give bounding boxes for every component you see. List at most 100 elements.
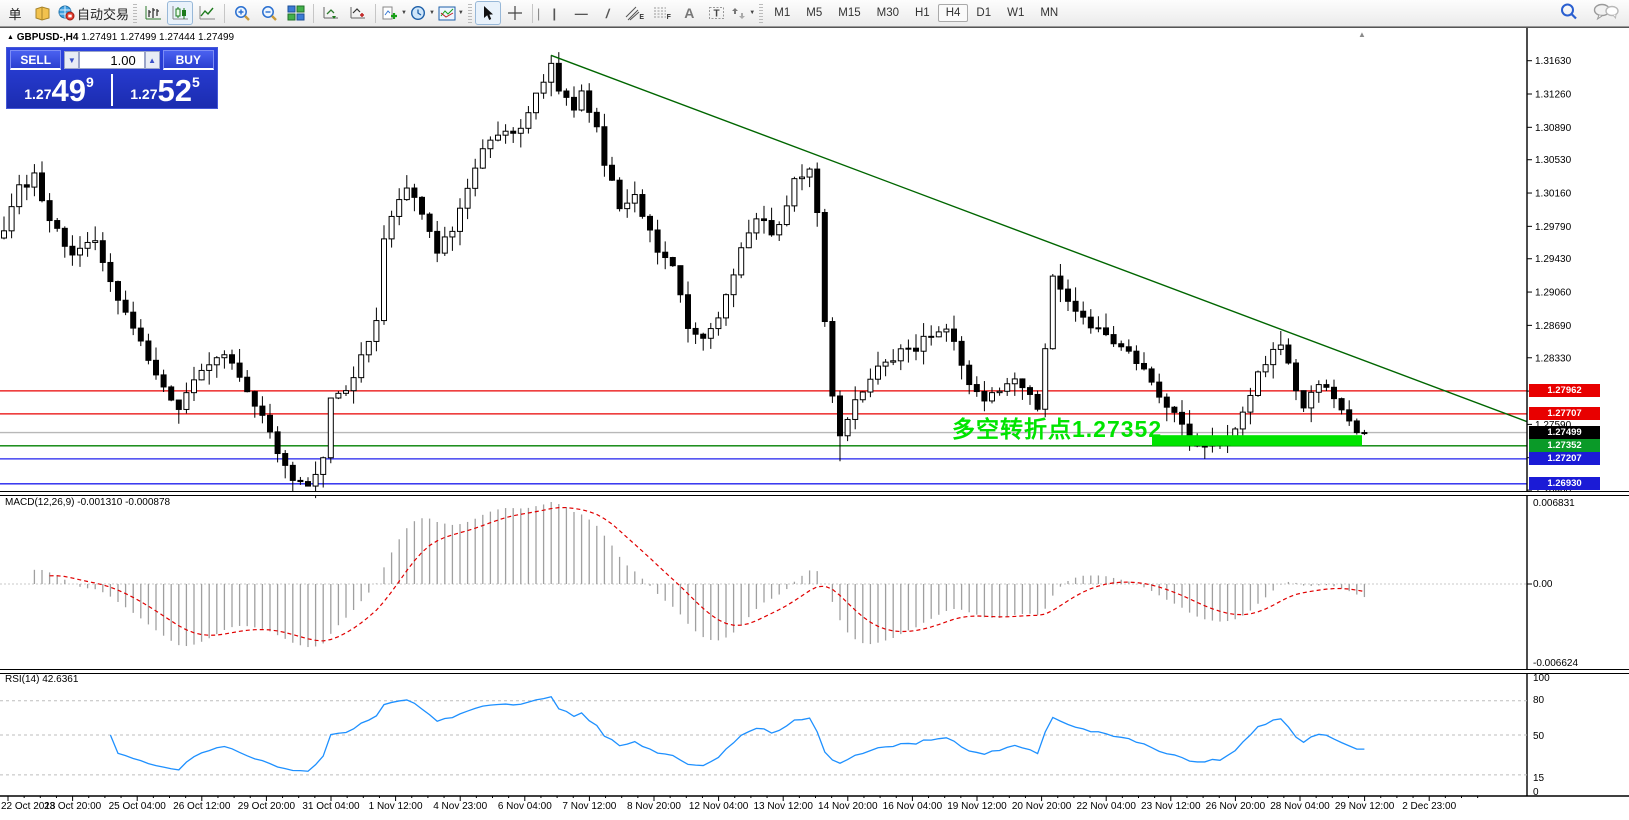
line-chart-button[interactable] <box>194 1 220 25</box>
autotrading-icon <box>58 5 75 21</box>
timeframe-m5[interactable]: M5 <box>806 7 823 19</box>
time-axis-label: 26 Nov 20:00 <box>1206 801 1266 812</box>
zoom-out-button[interactable] <box>256 1 282 25</box>
book-icon <box>35 5 49 21</box>
crosshair-icon <box>507 6 522 20</box>
symbol-header[interactable]: ▲ GBPUSD-,H4 1.27491 1.27499 1.27444 1.2… <box>7 32 234 43</box>
collapse-arrow-icon[interactable]: ▲ <box>7 34 14 41</box>
price-axis-label: 1.30890 <box>1535 123 1572 134</box>
descending-trendline[interactable] <box>550 54 1528 423</box>
timeframe-w1[interactable]: W1 <box>1007 7 1025 19</box>
zoom-in-icon <box>234 5 250 21</box>
chart-canvas[interactable]: 1.31630 1.31260 1.30890 1.30530 1.30160 1.297… <box>0 28 1629 820</box>
text-icon: A <box>684 5 695 21</box>
periods-dropdown-icon[interactable]: ▼ <box>428 10 435 16</box>
panel-separator-rsi[interactable] <box>0 669 1629 674</box>
zoom-in-button[interactable] <box>229 1 255 25</box>
rsi-indicator-label: RSI(14) 42.6361 <box>5 674 79 685</box>
toolbar-grip[interactable] <box>133 3 138 23</box>
fibonacci-letter: F <box>666 13 671 21</box>
horizontal-line-tool-button[interactable]: — <box>568 1 594 25</box>
timeframe-h4[interactable]: H4 <box>937 4 969 22</box>
sell-button[interactable]: SELL <box>10 50 62 70</box>
time-axis-label: 23 Nov 12:00 <box>1141 801 1201 812</box>
arrows-dropdown-icon[interactable]: ▼ <box>749 10 756 16</box>
timeframe-m15[interactable]: M15 <box>838 7 861 19</box>
volume-input[interactable]: 1.00 <box>79 51 145 69</box>
templates-dropdown-icon[interactable]: ▼ <box>457 10 464 16</box>
price-badge-1.27707: 1.27707 <box>1529 407 1600 421</box>
macd-histogram <box>33 502 1366 648</box>
timeframe-d1[interactable]: D1 <box>976 7 992 19</box>
auto-scroll-icon <box>323 7 339 19</box>
indicators-dropdown-icon[interactable]: ▼ <box>401 10 407 16</box>
tile-windows-button[interactable] <box>283 1 309 25</box>
arrows-icon <box>732 7 746 19</box>
panel-separator-macd[interactable] <box>0 491 1629 496</box>
divider-glyph: | <box>536 5 541 21</box>
time-axis-label: 6 Nov 04:00 <box>498 801 552 812</box>
macd-signal-line <box>49 506 1365 642</box>
indicators-button[interactable]: ▼ <box>380 1 408 25</box>
time-axis-label: 8 Nov 20:00 <box>627 801 681 812</box>
journal-icon[interactable] <box>29 1 55 25</box>
buy-price-sup: 5 <box>191 74 200 90</box>
vertical-line-tool-button[interactable]: | <box>541 1 567 25</box>
price-badge-1.27207: 1.27207 <box>1529 452 1600 466</box>
crosshair-tool-button[interactable] <box>502 1 528 25</box>
rsi-axis-label: 15 <box>1533 773 1545 784</box>
time-axis-label: 4 Nov 23:00 <box>433 801 487 812</box>
channel-tool-button[interactable]: E <box>622 1 648 25</box>
sell-price[interactable]: 1.27 49 9 <box>7 72 111 108</box>
buy-price[interactable]: 1.27 52 5 <box>113 72 217 108</box>
one-click-trading-panel: SELL ▼ 1.00 ▲ BUY 1.27 49 9 1.27 52 5 <box>6 47 218 109</box>
bar-chart-button[interactable] <box>140 1 166 25</box>
timeframe-m30[interactable]: M30 <box>876 7 899 19</box>
fibonacci-tool-button[interactable]: F <box>649 1 675 25</box>
tile-windows-icon <box>287 5 305 21</box>
templates-button[interactable]: ▼ <box>437 1 465 25</box>
time-axis-label: 23 Oct 20:00 <box>44 801 102 812</box>
cursor-tool-button[interactable] <box>474 1 501 25</box>
candlestick-chart-button[interactable] <box>167 1 194 25</box>
price-axis-label: 1.31260 <box>1535 90 1572 101</box>
time-axis-label: 22 Nov 04:00 <box>1076 801 1136 812</box>
timeframe-h1[interactable]: H1 <box>914 7 930 19</box>
buy-button[interactable]: BUY <box>162 50 215 70</box>
price-badge-1.27962: 1.27962 <box>1529 384 1600 398</box>
price-axis-label: 1.27590 <box>1535 420 1572 431</box>
search-icon[interactable] <box>1559 2 1579 21</box>
toolbar-grip[interactable] <box>467 3 472 23</box>
toolbar-grip[interactable] <box>759 3 764 23</box>
arrows-tool-button[interactable]: ▼ <box>730 1 756 25</box>
macd-axis-label: 0.00 <box>1533 579 1553 590</box>
timeframe-mn[interactable]: MN <box>1040 7 1059 19</box>
bar-chart-icon <box>145 6 161 20</box>
chart-shift-button[interactable] <box>345 1 371 25</box>
time-axis-label: 26 Oct 12:00 <box>173 801 231 812</box>
price-axis-label: 1.29790 <box>1535 222 1572 233</box>
rsi-axis-label: 80 <box>1533 695 1545 706</box>
macd-axis-label: 0.006831 <box>1533 498 1575 509</box>
toolbar: 单 自动交易 ▼ ▼ ▼ <box>0 0 1629 27</box>
volume-increase-button[interactable]: ▲ <box>144 51 160 69</box>
new-order-button[interactable]: 单 <box>2 1 28 25</box>
time-axis-label: 22 Oct 2018 <box>1 801 56 812</box>
chat-icon[interactable] <box>1593 3 1619 21</box>
text-label-tool-button[interactable]: T <box>703 1 729 25</box>
auto-scroll-button[interactable] <box>318 1 344 25</box>
horizontal-line-icon: — <box>574 5 588 21</box>
chart-shift-marker-icon[interactable]: ▲ <box>1358 30 1366 39</box>
price-axis-label: 1.30160 <box>1535 189 1572 200</box>
trend-reversal-annotation[interactable]: 多空转折点1.27352 <box>952 416 1163 442</box>
autotrading-button[interactable]: 自动交易 <box>56 1 130 25</box>
text-tool-button[interactable]: A <box>676 1 702 25</box>
time-axis-label: 29 Nov 12:00 <box>1335 801 1395 812</box>
sell-price-prefix: 1.27 <box>24 86 52 102</box>
timeframe-m1[interactable]: M1 <box>774 7 791 19</box>
support-highlight-rect[interactable] <box>1152 435 1362 446</box>
volume-decrease-button[interactable]: ▼ <box>64 51 80 69</box>
periods-button[interactable]: ▼ <box>409 1 436 25</box>
trendline-tool-button[interactable]: / <box>595 1 621 25</box>
